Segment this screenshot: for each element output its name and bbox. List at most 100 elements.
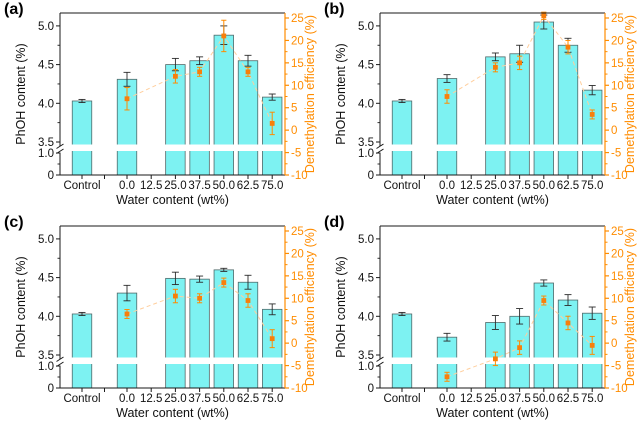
left-tick-label: 4.5 — [358, 273, 374, 285]
x-tick-label: 75.0 — [261, 180, 283, 192]
right-tick-label: 25 — [291, 13, 304, 25]
x-tick-label: 50.0 — [533, 393, 555, 405]
right-tick-label: 15 — [611, 58, 624, 70]
right-tick-label: 10 — [291, 293, 304, 305]
x-tick-label: 25.0 — [164, 393, 186, 405]
efficiency-marker — [517, 60, 522, 66]
left-tick-label: 0 — [48, 383, 54, 395]
left-tick-label: 3.5 — [38, 137, 54, 149]
efficiency-marker — [173, 293, 178, 299]
right-tick-label: -10 — [291, 170, 308, 182]
panel-d: (d) 5.0 4.5 4.0 3.5 1.0 0 25 20 15 10 5 0 -5 -10 Contr… — [320, 213, 640, 426]
axis-break-band — [60, 144, 285, 151]
efficiency-line — [126, 35, 273, 124]
right-tick-label: 25 — [611, 13, 624, 25]
right-tick-label: 10 — [611, 80, 624, 92]
left-tick-label: 4.0 — [358, 98, 374, 110]
efficiency-marker — [493, 64, 498, 70]
efficiency-marker — [589, 342, 595, 348]
panel-a: (a) 5.0 4.5 4.0 3.5 1.0 0 25 20 15 10 5 0 -5 -10 Contr… — [0, 0, 320, 213]
left-tick-label: 0 — [368, 383, 374, 395]
left-axis-title: PhOH content (%) — [334, 43, 348, 144]
x-tick-label: 50.0 — [213, 393, 235, 405]
left-tick-label: 4.5 — [38, 273, 54, 285]
right-tick-label: 15 — [291, 58, 304, 70]
axis-break-band — [60, 357, 285, 364]
x-tick-label: 75.0 — [581, 393, 603, 405]
efficiency-marker — [517, 345, 522, 351]
efficiency-marker — [541, 13, 547, 19]
axis-break-mark — [56, 356, 64, 362]
x-tick-label: 75.0 — [581, 180, 603, 192]
efficiency-marker — [589, 112, 595, 117]
x-tick-label: 25.0 — [164, 180, 186, 192]
efficiency-line — [446, 299, 593, 378]
efficiency-marker — [444, 94, 450, 99]
right-tick-label: 0 — [291, 338, 297, 350]
efficiency-marker — [221, 33, 227, 39]
panel-c: (c) 5.0 4.5 4.0 3.5 1.0 0 25 20 15 10 5 0 -5 -10 Contr… — [0, 213, 320, 426]
panel-d-chart: 5.0 4.5 4.0 3.51.0 0 25 20 15 10 5 0 -5 -10 Control 0.… — [334, 225, 637, 420]
bar — [71, 100, 93, 176]
axis-break-mark — [56, 143, 64, 149]
axis-break-mark — [376, 143, 384, 149]
panel-b-chart: 5.0 4.5 4.0 3.51.0 0 25 20 15 10 5 0 -5 -10 Control 0.… — [334, 11, 637, 207]
right-tick-label: 15 — [611, 271, 624, 283]
bar — [557, 299, 579, 389]
x-tick-label: 50.0 — [213, 180, 235, 192]
bar — [391, 313, 413, 389]
right-tick-label: -10 — [611, 383, 628, 395]
x-tick-label: 62.5 — [557, 180, 579, 192]
efficiency-line — [446, 14, 593, 115]
x-tick-label: 0.0 — [439, 180, 455, 192]
left-tick-label: 3.5 — [38, 350, 54, 362]
bar — [116, 292, 138, 389]
efficiency-marker — [565, 44, 571, 50]
right-tick-label: 5 — [291, 316, 297, 328]
panel-c-chart: 5.0 4.5 4.0 3.51.0 0 25 20 15 10 5 0 -5 -10 Control 0.… — [14, 225, 317, 420]
right-tick-label: 10 — [291, 80, 304, 92]
efficiency-marker — [493, 356, 498, 362]
efficiency-marker — [173, 73, 178, 79]
x-tick-label: 12.5 — [140, 393, 162, 405]
right-tick-label: -5 — [291, 361, 301, 373]
efficiency-marker — [197, 295, 202, 301]
bar — [237, 60, 259, 176]
bar — [71, 313, 93, 389]
right-axis-title: Demethylation efficiency (%) — [623, 228, 637, 386]
right-tick-label: 0 — [611, 338, 617, 350]
right-axis-title: Demethylation efficiency (%) — [623, 15, 637, 173]
left-tick-label: 3.5 — [358, 350, 374, 362]
x-tick-label: Control — [63, 393, 100, 405]
panel-a-chart: 5.0 4.5 4.0 3.51.0 0 25 20 15 10 5 0 -5 -10 Control 0.… — [14, 12, 317, 207]
left-tick-label: 4.5 — [38, 60, 54, 72]
right-axis-title: Demethylation efficiency (%) — [303, 228, 317, 386]
left-tick-label: 5.0 — [38, 21, 54, 33]
right-tick-label: -5 — [291, 148, 301, 160]
right-tick-label: 20 — [611, 35, 624, 47]
x-tick-label: 0.0 — [119, 180, 135, 192]
left-tick-label: 4.5 — [358, 60, 374, 72]
right-tick-label: 0 — [611, 125, 617, 137]
right-tick-label: 5 — [611, 316, 617, 328]
bar — [582, 89, 603, 176]
panel-c-label: (c) — [4, 214, 24, 231]
efficiency-marker — [444, 374, 450, 380]
right-tick-label: -10 — [611, 170, 628, 182]
x-tick-label: Control — [63, 180, 100, 192]
x-tick-label: 62.5 — [237, 393, 259, 405]
x-axis-title: Water content (wt%) — [116, 406, 229, 420]
x-tick-label: 12.5 — [460, 393, 482, 405]
panel-d-label: (d) — [324, 214, 345, 231]
right-tick-label: 20 — [291, 248, 304, 260]
right-tick-label: 25 — [611, 226, 624, 238]
x-tick-label: 0.0 — [439, 393, 455, 405]
bar — [391, 100, 413, 176]
x-tick-label: 37.5 — [508, 393, 530, 405]
x-tick-label: 25.0 — [484, 393, 506, 405]
axis-break-band — [380, 357, 605, 364]
panel-a-label: (a) — [4, 1, 24, 18]
right-tick-label: -10 — [291, 383, 308, 395]
right-tick-label: 0 — [291, 125, 297, 137]
right-tick-label: 10 — [611, 293, 624, 305]
